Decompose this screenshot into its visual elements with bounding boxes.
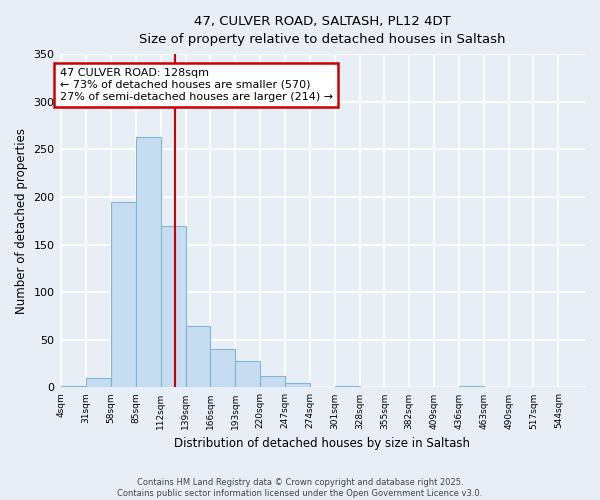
Bar [235, 361, 260, 388]
Bar [260, 376, 285, 388]
Bar [111, 202, 136, 388]
Text: 47 CULVER ROAD: 128sqm
← 73% of detached houses are smaller (570)
27% of semi-de: 47 CULVER ROAD: 128sqm ← 73% of detached… [59, 68, 332, 102]
Bar [211, 350, 235, 388]
X-axis label: Distribution of detached houses by size in Saltash: Distribution of detached houses by size … [174, 437, 470, 450]
Bar [285, 382, 310, 388]
Bar [161, 226, 185, 388]
Text: Contains HM Land Registry data © Crown copyright and database right 2025.
Contai: Contains HM Land Registry data © Crown c… [118, 478, 482, 498]
Y-axis label: Number of detached properties: Number of detached properties [15, 128, 28, 314]
Bar [459, 386, 484, 388]
Bar [335, 386, 359, 388]
Title: 47, CULVER ROAD, SALTASH, PL12 4DT
Size of property relative to detached houses : 47, CULVER ROAD, SALTASH, PL12 4DT Size … [139, 15, 506, 46]
Bar [136, 137, 161, 388]
Bar [185, 326, 211, 388]
Bar [86, 378, 111, 388]
Bar [61, 386, 86, 388]
